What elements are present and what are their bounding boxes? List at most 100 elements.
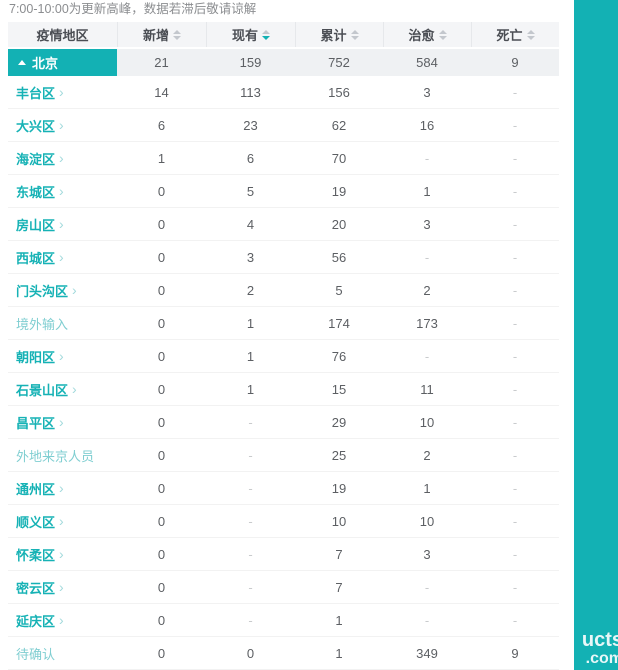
value-cell: 0 xyxy=(157,447,166,463)
region-label[interactable]: 门头沟区 xyxy=(16,283,69,299)
region-cell[interactable]: 海淀区 › xyxy=(8,142,117,174)
region-cell[interactable]: 顺义区 › xyxy=(8,505,117,537)
region-label[interactable]: 延庆区 xyxy=(16,613,56,629)
region-cell[interactable]: 昌平区 › xyxy=(8,406,117,438)
column-header-label: 现有 xyxy=(231,28,258,43)
region-label[interactable]: 昌平区 xyxy=(16,415,56,431)
chevron-right-icon: › xyxy=(59,480,64,496)
region-cell[interactable]: 密云区 › xyxy=(8,571,117,603)
chevron-right-icon: › xyxy=(59,546,64,562)
chevron-right-icon: › xyxy=(59,117,64,133)
value-cell: 7 xyxy=(335,579,343,595)
collapse-triangle-icon xyxy=(18,60,26,65)
watermark: ucts .com xyxy=(582,630,618,667)
value-cell: 16 xyxy=(419,117,435,133)
chevron-right-icon: › xyxy=(59,612,64,628)
value-cell: 62 xyxy=(331,117,347,133)
sort-caret-up-icon xyxy=(350,29,359,34)
region-label[interactable]: 西城区 xyxy=(16,250,56,266)
sort-caret-up-icon xyxy=(262,29,270,34)
region-cell[interactable]: 丰台区 › xyxy=(8,76,117,108)
table-row: 朝阳区 › 0 1 76 - - xyxy=(8,340,559,373)
value-cell: 0 xyxy=(246,645,255,661)
column-header-1[interactable]: 新增 xyxy=(117,22,206,47)
region-label[interactable]: 东城区 xyxy=(16,184,56,200)
region-cell[interactable]: 石景山区 › xyxy=(8,373,117,405)
table-row: 石景山区 › 0 1 15 11 - xyxy=(8,373,559,406)
table-row: 门头沟区 › 0 2 5 2 - xyxy=(8,274,559,307)
value-cell: 113 xyxy=(240,84,261,100)
column-header-4[interactable]: 治愈 xyxy=(383,22,471,47)
value-cell: 1 xyxy=(157,150,166,166)
region-cell[interactable]: 西城区 › xyxy=(8,241,117,273)
region-cell[interactable]: 东城区 › xyxy=(8,175,117,207)
value-cell: 1 xyxy=(246,348,255,364)
value-cell: 21 xyxy=(154,55,169,70)
value-cell: 10 xyxy=(419,513,435,529)
region-cell[interactable]: 门头沟区 › xyxy=(8,274,117,306)
region-cell[interactable]: 大兴区 › xyxy=(8,109,117,141)
column-header-5[interactable]: 死亡 xyxy=(471,22,559,47)
chevron-right-icon: › xyxy=(59,183,64,199)
value-cell: - xyxy=(512,414,518,430)
value-cell: 0 xyxy=(157,183,166,199)
value-cell: 29 xyxy=(331,414,347,430)
value-cell: 1 xyxy=(246,315,255,331)
region-label[interactable]: 房山区 xyxy=(16,217,56,233)
table-row: 待确认 0 0 1 349 9 xyxy=(8,637,559,670)
chevron-right-icon: › xyxy=(59,348,64,364)
value-cell: 76 xyxy=(331,348,347,364)
region-cell[interactable]: 房山区 › xyxy=(8,208,117,240)
region-label[interactable]: 怀柔区 xyxy=(16,547,56,563)
region-cell[interactable]: 怀柔区 › xyxy=(8,538,117,570)
value-cell: 2 xyxy=(246,282,255,298)
value-cell: 7 xyxy=(335,546,343,562)
epidemic-region-table: 疫情地区 新增 现有 累计 治愈 死亡 北京 21 159 752 584 9 丰台区 › 14 113 15… xyxy=(8,22,559,670)
sort-carets-icon[interactable] xyxy=(173,29,181,40)
sort-caret-down-icon xyxy=(438,35,447,40)
sort-caret-down-icon xyxy=(262,35,270,40)
chevron-right-icon: › xyxy=(59,414,64,430)
region-label[interactable]: 海淀区 xyxy=(16,151,56,167)
sort-carets-icon[interactable] xyxy=(262,29,270,40)
value-cell: 4 xyxy=(246,216,255,232)
region-cell: 待确认 xyxy=(8,637,117,669)
value-cell: 9 xyxy=(511,55,519,70)
value-cell: - xyxy=(248,447,253,463)
region-label: 外地来京人员 xyxy=(16,448,95,464)
value-cell: 19 xyxy=(331,480,347,496)
region-cell-selected[interactable]: 北京 xyxy=(8,49,117,76)
table-row: 顺义区 › 0 - 10 10 - xyxy=(8,505,559,538)
region-cell[interactable]: 朝阳区 › xyxy=(8,340,117,372)
value-cell: 1 xyxy=(246,381,255,397)
region-label[interactable]: 大兴区 xyxy=(16,118,56,134)
value-cell: 0 xyxy=(157,480,166,496)
column-header-label: 新增 xyxy=(142,28,169,43)
sort-carets-icon[interactable] xyxy=(438,29,447,40)
region-cell[interactable]: 通州区 › xyxy=(8,472,117,504)
column-header-label: 死亡 xyxy=(496,28,523,43)
value-cell: 1 xyxy=(423,183,431,199)
region-label[interactable]: 石景山区 xyxy=(16,382,69,398)
region-label[interactable]: 顺义区 xyxy=(16,514,56,530)
value-cell: 0 xyxy=(157,216,166,232)
value-cell: 5 xyxy=(246,183,255,199)
value-cell: 25 xyxy=(331,447,347,463)
column-header-2[interactable]: 现有 xyxy=(206,22,295,47)
value-cell: - xyxy=(512,348,518,364)
region-label[interactable]: 密云区 xyxy=(16,580,56,596)
watermark-line2: .com xyxy=(585,650,618,667)
value-cell: - xyxy=(248,513,253,529)
region-label[interactable]: 丰台区 xyxy=(16,85,56,101)
region-label[interactable]: 通州区 xyxy=(16,481,56,497)
value-cell: - xyxy=(512,579,518,595)
region-cell[interactable]: 延庆区 › xyxy=(8,604,117,636)
sort-carets-icon[interactable] xyxy=(350,29,359,40)
sort-carets-icon[interactable] xyxy=(526,29,535,40)
value-cell: - xyxy=(512,117,518,133)
region-label[interactable]: 朝阳区 xyxy=(16,349,56,365)
value-cell: 6 xyxy=(157,117,166,133)
column-header-3[interactable]: 累计 xyxy=(295,22,383,47)
value-cell: - xyxy=(248,546,253,562)
value-cell: 0 xyxy=(157,579,166,595)
